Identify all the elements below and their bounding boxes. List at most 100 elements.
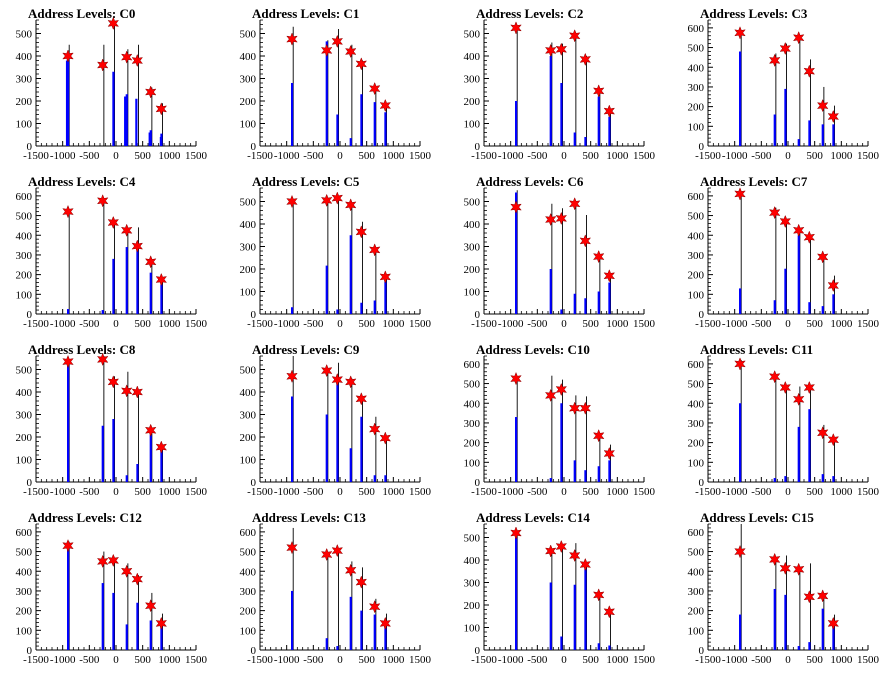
histogram-bar xyxy=(291,396,294,482)
peak-marker xyxy=(286,194,298,209)
panel-svg: Address Levels: C20100200300400500-1500-… xyxy=(464,6,656,162)
x-tick-label: 0 xyxy=(561,654,567,666)
peak-marker xyxy=(96,554,109,569)
x-tick-label: 0 xyxy=(113,654,119,666)
histogram-bar xyxy=(808,302,811,314)
peak-marker xyxy=(510,371,522,386)
peak-marker xyxy=(120,223,133,237)
x-tick-label: -1500 xyxy=(247,318,273,330)
x-tick-label: 1500 xyxy=(857,654,880,666)
y-tick-label: 100 xyxy=(464,457,481,469)
x-tick-label: -1500 xyxy=(23,318,49,330)
histogram-bar xyxy=(360,94,363,146)
x-tick-label: -1500 xyxy=(247,486,273,498)
histogram-bar xyxy=(291,307,294,314)
histogram-bar xyxy=(821,474,824,482)
x-tick-label: -500 xyxy=(79,486,100,498)
x-tick-label: 0 xyxy=(785,318,791,330)
x-tick-label: 500 xyxy=(358,318,375,330)
peak-marker xyxy=(286,32,298,46)
x-tick-label: -500 xyxy=(527,150,548,162)
x-tick-label: 1500 xyxy=(633,150,656,162)
peak-marker xyxy=(120,384,133,398)
histogram-bar xyxy=(125,247,128,314)
histogram-bar xyxy=(336,646,339,650)
histogram-bar xyxy=(560,83,563,146)
peak-marker xyxy=(286,540,298,555)
peak-marker xyxy=(62,49,74,63)
histogram-bar xyxy=(149,130,152,146)
histogram-bar xyxy=(584,137,587,146)
x-tick-label: -1000 xyxy=(274,486,300,498)
y-tick-label: 600 xyxy=(688,359,705,371)
histogram-bar xyxy=(349,596,352,650)
x-tick-label: -500 xyxy=(751,318,772,330)
panel-title: Address Levels: C11 xyxy=(700,342,813,357)
panel-title: Address Levels: C3 xyxy=(700,6,808,21)
histogram-bar xyxy=(160,450,163,482)
histogram-bar xyxy=(832,124,835,146)
x-tick-label: -1500 xyxy=(695,318,721,330)
y-tick-label: 400 xyxy=(464,51,481,63)
x-tick-label: 1500 xyxy=(857,486,880,498)
histogram-bar xyxy=(773,588,776,650)
x-tick-label: 1500 xyxy=(409,654,432,666)
peak-marker xyxy=(768,53,781,68)
x-tick-label: -1000 xyxy=(722,318,748,330)
x-tick-label: -1000 xyxy=(274,150,300,162)
x-tick-label: -500 xyxy=(751,486,772,498)
peak-marker xyxy=(827,278,840,293)
histogram-bar xyxy=(560,636,563,650)
y-tick-label: 200 xyxy=(16,96,33,108)
x-tick-label: -1000 xyxy=(274,654,300,666)
peak-marker xyxy=(603,446,616,461)
peak-marker xyxy=(510,200,522,214)
panel-svg: Address Levels: C14 0 100 200 300 400 500 -1500… xyxy=(464,510,656,666)
y-tick-label: 500 xyxy=(16,365,33,377)
y-tick-label: 400 xyxy=(688,230,705,242)
y-tick-label: 0 xyxy=(27,141,33,153)
panel-svg: Address Levels: C10 0 100 200 300 400 500 600 -1… xyxy=(464,342,656,498)
peak-marker xyxy=(579,557,592,572)
x-tick-label: 500 xyxy=(134,318,151,330)
histogram-bar xyxy=(325,414,328,482)
histogram-bar xyxy=(349,235,352,314)
x-tick-label: -1500 xyxy=(471,654,497,666)
peak-marker xyxy=(368,422,381,436)
histogram-bar xyxy=(739,51,742,146)
y-tick-label: 200 xyxy=(16,606,33,618)
peak-marker xyxy=(555,539,568,554)
y-tick-label: 600 xyxy=(688,527,705,539)
y-tick-label: 600 xyxy=(464,359,481,371)
histogram-bar xyxy=(336,378,339,482)
histogram-bar xyxy=(597,96,600,146)
y-tick-label: 400 xyxy=(240,51,257,63)
histogram-panel: Address Levels: C2 0 100 200 300 400 500 -1500-… xyxy=(448,0,672,168)
histogram-bar xyxy=(784,268,787,314)
peak-marker xyxy=(120,564,133,578)
y-tick-label: 400 xyxy=(688,62,705,74)
peak-marker xyxy=(144,85,157,99)
y-tick-label: 500 xyxy=(464,533,481,545)
histogram-bar xyxy=(373,102,376,146)
panel-title: Address Levels: C1 xyxy=(252,6,359,21)
peak-marker xyxy=(344,375,357,389)
peak-marker xyxy=(816,426,829,440)
peak-marker xyxy=(768,205,781,220)
y-tick-label: 300 xyxy=(464,418,481,430)
y-tick-label: 100 xyxy=(240,119,257,131)
histogram-bar xyxy=(573,460,576,482)
x-tick-label: 500 xyxy=(358,150,375,162)
peak-marker xyxy=(592,84,605,98)
panel-svg: Address Levels: C15 0 100 200 300 400 500 600 -1… xyxy=(688,510,880,666)
y-tick-label: 300 xyxy=(16,586,33,598)
peak-marker xyxy=(592,588,605,602)
x-tick-label: 500 xyxy=(582,654,599,666)
peak-marker xyxy=(568,548,581,563)
histogram-bar xyxy=(797,646,800,650)
histogram-bar xyxy=(336,114,339,146)
x-tick-label: -500 xyxy=(527,318,548,330)
panel-svg: Address Levels: C4 0 100 200 300 400 500 600 -15… xyxy=(16,174,208,330)
peak-marker xyxy=(592,429,605,443)
histogram-bar xyxy=(135,98,138,146)
